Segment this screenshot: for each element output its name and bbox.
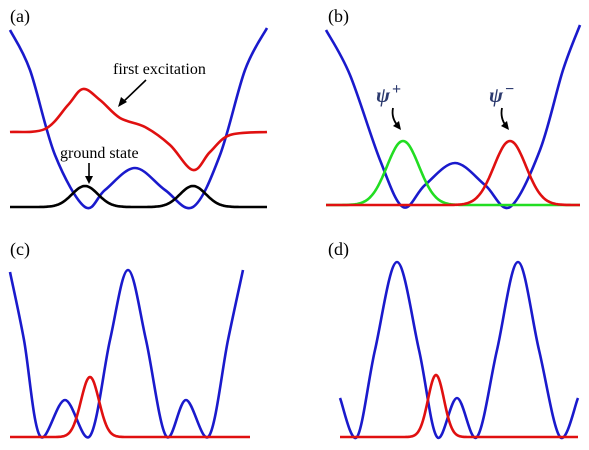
psi-minus-arrow [500,107,509,130]
panel-a-potential-curve [8,27,269,210]
psi-plus-label: ψ + [376,81,401,107]
panel-a-ground-state-curve [10,184,267,209]
panel-c-label: (c) [10,239,30,260]
first-excitation-label: first excitation [113,61,206,78]
first-excitation-arrow [118,79,147,107]
panel-d: (d) [328,239,580,440]
panel-c: (c) [8,239,250,439]
psi-plus-sign: + [392,81,401,98]
panel-b-psi-minus-curve [326,139,580,207]
panel-b-potential-curve [324,24,582,210]
psi-minus-sign: − [505,81,514,98]
ground-state-label: ground state [60,145,139,162]
psi-plus-arrow [391,107,401,130]
panel-d-wavefunction-curve [340,373,578,439]
psi-minus-label: ψ − [489,81,514,107]
panel-b-label: (b) [328,6,349,27]
panel-b: (b) ψ + ψ − [324,6,582,210]
psi-minus-symbol: ψ [489,83,504,107]
panel-d-label: (d) [328,239,349,260]
panel-c-wavefunction-curve [10,375,250,439]
panel-a: (a) first excitation ground state [8,6,269,210]
psi-plus-symbol: ψ [376,83,391,107]
panel-c-potential-curve [8,268,245,439]
ground-state-arrow [85,163,93,184]
panel-d-potential-curve [338,260,580,440]
panel-a-first-excitation-curve [9,87,268,172]
panel-a-label: (a) [10,6,30,27]
